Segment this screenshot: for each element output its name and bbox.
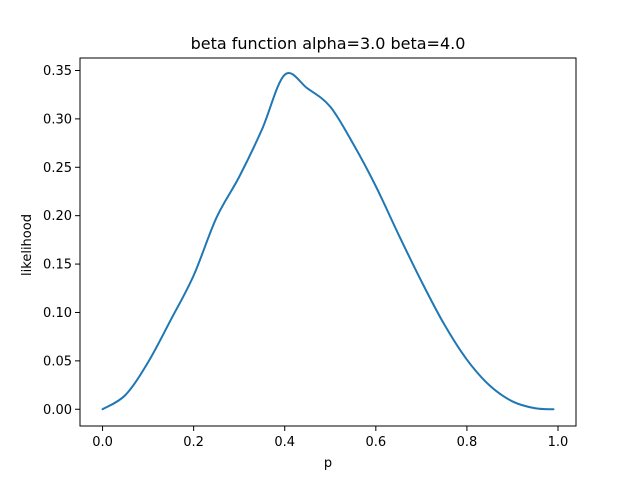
x-tick-label: 0.6: [365, 435, 386, 450]
x-tick-label: 1.0: [548, 435, 569, 450]
x-tick-label: 0.8: [457, 435, 478, 450]
series-line-0: [101, 72, 555, 411]
x-tick-label: 0.4: [274, 435, 295, 450]
y-tick-label: 0.00: [43, 403, 72, 418]
y-tick-label: 0.30: [43, 112, 72, 127]
x-axis-label: p: [324, 456, 332, 471]
chart-title: beta function alpha=3.0 beta=4.0: [191, 34, 466, 53]
y-tick-label: 0.05: [43, 354, 72, 369]
y-tick-label: 0.25: [43, 161, 72, 176]
y-tick-label: 0.20: [43, 209, 72, 224]
y-tick-label: 0.35: [43, 64, 72, 79]
plot-area: 0.0 0.2 0.4 0.6 0.8 1.0 0.00 0.05 0.10 0.15 0.20 0.…: [43, 57, 577, 450]
y-axis-label: likelihood: [20, 214, 35, 276]
x-tick-label: 0.2: [183, 435, 204, 450]
y-tick-label: 0.10: [43, 306, 72, 321]
x-tick-label: 0.0: [92, 435, 113, 450]
y-tick-label: 0.15: [43, 258, 72, 273]
axes-frame: [79, 57, 577, 427]
